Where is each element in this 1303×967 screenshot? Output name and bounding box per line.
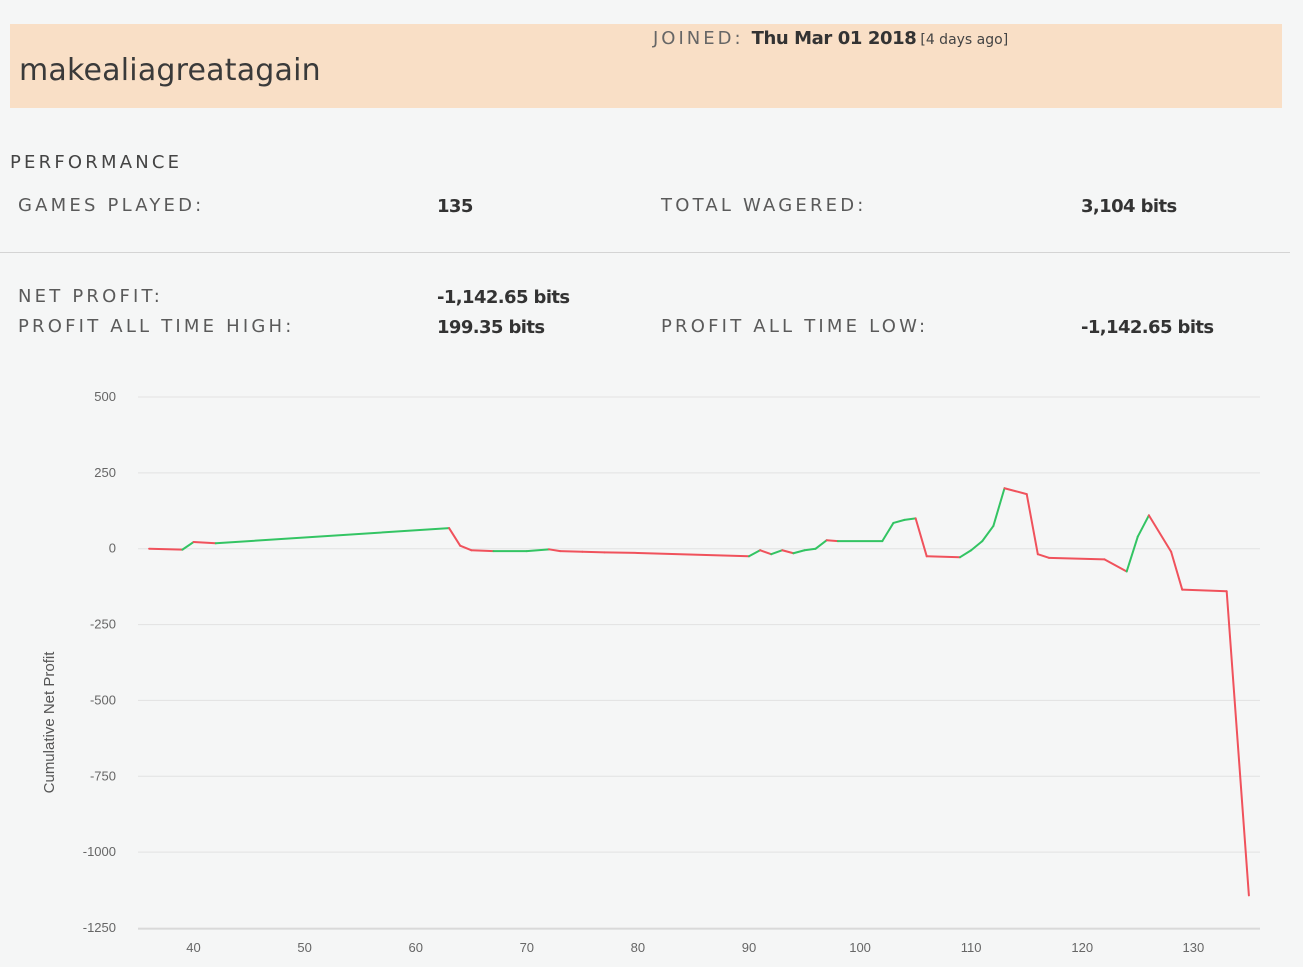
joined-info: JOINED: Thu Mar 01 2018 [4 days ago]	[653, 28, 1008, 49]
profit-chart: 500 250 0 -250 -500 -750 -1000 -1250 40 50 60 70 80 9…	[41, 389, 1260, 955]
profit-segment-down	[825, 539, 839, 543]
net-profit-label: NET PROFIT:	[18, 286, 164, 307]
profit-segment-down	[1225, 590, 1250, 897]
profit-segment-up	[959, 549, 973, 559]
profit-ath-label: PROFIT ALL TIME HIGH:	[18, 316, 295, 337]
x-tick-label: 110	[961, 940, 982, 955]
profit-segment-up	[803, 547, 817, 552]
profit-atl-label: PROFIT ALL TIME LOW:	[661, 316, 929, 337]
profit-segment-down	[459, 544, 473, 552]
profit-segment-down	[1047, 556, 1106, 561]
x-tick-label: 120	[1071, 940, 1093, 955]
profit-segment-up	[1125, 535, 1139, 573]
profit-segment-down	[1103, 558, 1128, 573]
profit-segment-down	[559, 550, 584, 553]
profit-segment-down	[1181, 588, 1228, 593]
profit-segment-up	[792, 549, 806, 555]
profile-header: makealiagreatagain JOINED: Thu Mar 01 201…	[10, 24, 1282, 108]
profit-segment-down	[1170, 550, 1184, 591]
joined-ago: [4 days ago]	[920, 32, 1009, 48]
profit-segment-up	[214, 527, 451, 545]
profit-ath-value: 199.35 bits	[437, 317, 545, 338]
profit-segment-down	[781, 549, 795, 555]
profit-segment-up	[970, 540, 984, 552]
profit-segment-up	[903, 517, 917, 521]
joined-label: JOINED:	[653, 28, 744, 49]
games-played-value: 135	[437, 196, 473, 217]
x-tick-label: 80	[631, 940, 645, 955]
profit-segment-down	[192, 541, 217, 545]
profit-segment-up	[770, 549, 784, 556]
y-tick-label: -1000	[83, 844, 116, 859]
performance-title: PERFORMANCE	[10, 152, 183, 173]
games-played-label: GAMES PLAYED:	[18, 195, 205, 216]
y-tick-label: 0	[109, 541, 116, 556]
y-tick-label: -500	[90, 692, 116, 707]
x-tick-label: 90	[742, 940, 756, 955]
y-tick-label: 250	[94, 465, 116, 480]
profit-segment-down	[759, 549, 773, 556]
joined-date: Thu Mar 01 2018	[751, 28, 917, 49]
x-tick-label: 130	[1182, 940, 1204, 955]
profit-segment-down	[448, 527, 462, 547]
y-tick-label: -750	[90, 768, 116, 783]
profit-segment-up	[814, 539, 828, 550]
profit-segment-down	[1036, 553, 1050, 559]
x-tick-label: 60	[408, 940, 422, 955]
x-tick-label: 50	[297, 940, 311, 955]
total-wagered-value: 3,104 bits	[1081, 196, 1177, 217]
divider	[0, 252, 1290, 253]
profit-segment-down	[148, 547, 184, 551]
profit-segment-down	[1003, 487, 1028, 496]
profit-segment-down	[636, 551, 750, 558]
y-tick-label: -1250	[83, 920, 116, 935]
total-wagered-label: TOTAL WAGERED:	[661, 195, 867, 216]
y-axis-label: Cumulative Net Profit	[41, 651, 58, 794]
profit-segment-up	[981, 524, 995, 543]
profit-segment-up	[181, 541, 195, 551]
profit-segment-down	[603, 551, 639, 554]
profit-segment-down	[548, 548, 562, 553]
x-tick-label: 70	[520, 940, 534, 955]
profit-segment-down	[470, 549, 495, 553]
y-tick-label: -250	[90, 617, 116, 632]
profit-segment-up	[747, 549, 762, 558]
net-profit-value: -1,142.65 bits	[437, 287, 570, 308]
profit-segment-down	[1025, 493, 1039, 556]
x-tick-label: 40	[186, 940, 200, 955]
profit-segment-up	[525, 548, 551, 553]
profit-segment-down	[1147, 514, 1173, 553]
profit-segment-up	[1136, 514, 1150, 538]
profit-segment-up	[992, 487, 1006, 527]
profit-segment-down	[914, 517, 928, 558]
profit-atl-value: -1,142.65 bits	[1081, 317, 1214, 338]
x-tick-label: 100	[849, 940, 871, 955]
profit-segment-up	[881, 521, 895, 543]
profit-segment-down	[925, 555, 962, 559]
username: makealiagreatagain	[19, 53, 321, 88]
profit-segment-up	[892, 518, 906, 524]
y-tick-label: 500	[94, 389, 116, 404]
profit-segment-down	[581, 550, 606, 554]
